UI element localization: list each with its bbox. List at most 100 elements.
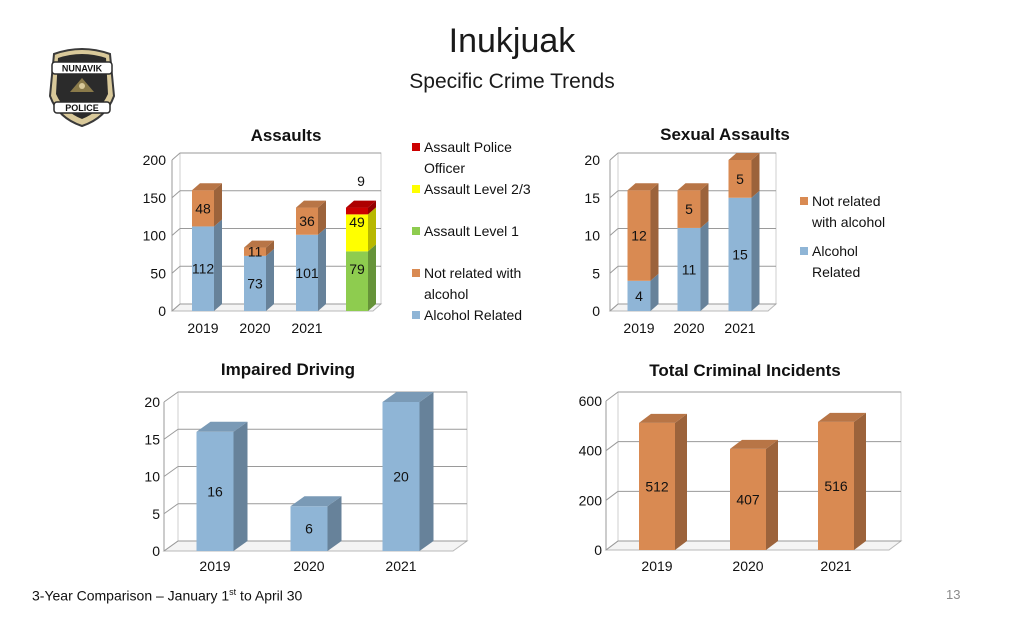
bar-segment: [290, 506, 328, 551]
data-label: 73: [247, 275, 263, 291]
x-tick-label: 2021: [820, 558, 851, 574]
bar-top: [346, 200, 376, 208]
legend-entry: Alcohol Related: [424, 307, 522, 323]
gridline-side: [171, 152, 181, 161]
gridline-side: [605, 490, 619, 501]
legend-swatch: [412, 269, 420, 277]
bar-side: [266, 240, 274, 256]
gridline-side: [609, 152, 619, 161]
bar-top: [818, 412, 866, 422]
bar-top: [730, 439, 778, 449]
y-tick-label: 600: [579, 393, 603, 409]
bar-top: [192, 183, 222, 191]
bar-segment: [296, 234, 318, 311]
bar-side: [318, 227, 326, 311]
bar-top: [290, 496, 342, 507]
data-label: 16: [207, 483, 223, 499]
bar-top: [296, 200, 326, 208]
bar-top: [382, 392, 434, 402]
y-tick-label: 0: [594, 542, 602, 558]
bar-segment: [818, 421, 854, 550]
page-title: Inukjuak: [448, 22, 576, 60]
bar-side: [854, 412, 866, 550]
page-subtitle: Specific Crime Trends: [409, 70, 615, 93]
gridline-side: [605, 540, 619, 551]
data-label: 516: [824, 478, 848, 494]
legend-entry: Officer: [424, 160, 465, 176]
gridline-side: [605, 391, 619, 402]
gridline-side: [609, 190, 619, 199]
chart-3: 0 200 400 600 Total Criminal Incidents 2019 20…: [579, 361, 903, 574]
gridline-side: [605, 441, 619, 452]
bar-segment: [677, 190, 701, 228]
x-tick-label: 2020: [732, 558, 763, 574]
legend-entry: with alcohol: [811, 214, 885, 230]
y-tick-label: 50: [150, 265, 166, 281]
gridline-side: [171, 190, 181, 199]
y-tick-label: 200: [579, 492, 603, 508]
data-label: 79: [349, 261, 365, 277]
bar-segment: [728, 160, 752, 198]
legend-entry: alcohol: [424, 286, 468, 302]
chart-title: Impaired Driving: [221, 360, 355, 379]
data-label: 4: [635, 288, 643, 304]
y-tick-label: 10: [144, 469, 160, 485]
x-tick-label: 2020: [293, 558, 324, 574]
data-label: 6: [305, 521, 313, 537]
legend-swatch: [800, 247, 808, 255]
bar-segment: [192, 226, 214, 311]
bar-side: [766, 439, 778, 550]
gridline-side: [163, 391, 179, 403]
y-tick-label: 15: [584, 190, 600, 206]
bar-segment: [192, 190, 214, 227]
bar-segment: [639, 422, 675, 550]
footer-caption: 3-Year Comparison – January 1st to April…: [32, 587, 302, 604]
bar-top: [728, 153, 760, 160]
x-tick-label: 2019: [623, 320, 654, 336]
bar-segment: [196, 431, 234, 551]
y-tick-label: 0: [152, 543, 160, 559]
gridline-side: [609, 265, 619, 274]
bar-top: [639, 413, 687, 423]
data-label: 9: [357, 173, 365, 189]
bar-top: [196, 421, 248, 432]
legend-entry: Assault Level 2/3: [424, 181, 531, 197]
nunavik-police-badge-icon: NUNAVIK POLICE: [48, 48, 116, 128]
gridline-side: [163, 503, 179, 515]
footer-superscript: st: [229, 587, 237, 597]
gridline-side: [171, 303, 181, 312]
data-label: 36: [299, 213, 315, 229]
bar-side: [650, 273, 659, 311]
legend-swatch: [412, 227, 420, 235]
bar-segment: [346, 251, 368, 311]
bar-segment: [346, 207, 368, 215]
legend-entry: Not related with: [424, 265, 521, 281]
data-label: 5: [685, 201, 693, 217]
bar-side: [214, 219, 222, 311]
data-label: 101: [295, 265, 319, 281]
y-tick-label: 0: [158, 303, 166, 319]
legend-entry: Assault Police: [424, 139, 512, 155]
legend-entry: Assault Level 1: [424, 223, 519, 239]
bar-segment: [346, 214, 368, 252]
bar-side: [266, 248, 274, 311]
y-tick-label: 400: [579, 443, 603, 459]
bar-segment: [244, 255, 266, 311]
bar-side: [214, 183, 222, 227]
y-tick-label: 20: [584, 152, 600, 168]
bar-side: [751, 190, 760, 311]
legend-entry: Not related: [812, 193, 880, 209]
data-label: 512: [645, 478, 669, 494]
bar-segment: [296, 207, 318, 235]
x-tick-label: 2021: [385, 558, 416, 574]
data-label: 12: [631, 228, 647, 244]
y-tick-label: 5: [152, 506, 160, 522]
gridline-side: [171, 265, 181, 274]
chart-1: 0 5 10 15 20 Sexual Assaults 2019 2020 2021 4 12 11…: [584, 125, 885, 336]
data-label: 5: [736, 171, 744, 187]
gridline-side: [609, 228, 619, 236]
bar-top: [627, 183, 659, 191]
bar-top: [244, 240, 274, 248]
x-tick-label: 2021: [724, 320, 755, 336]
